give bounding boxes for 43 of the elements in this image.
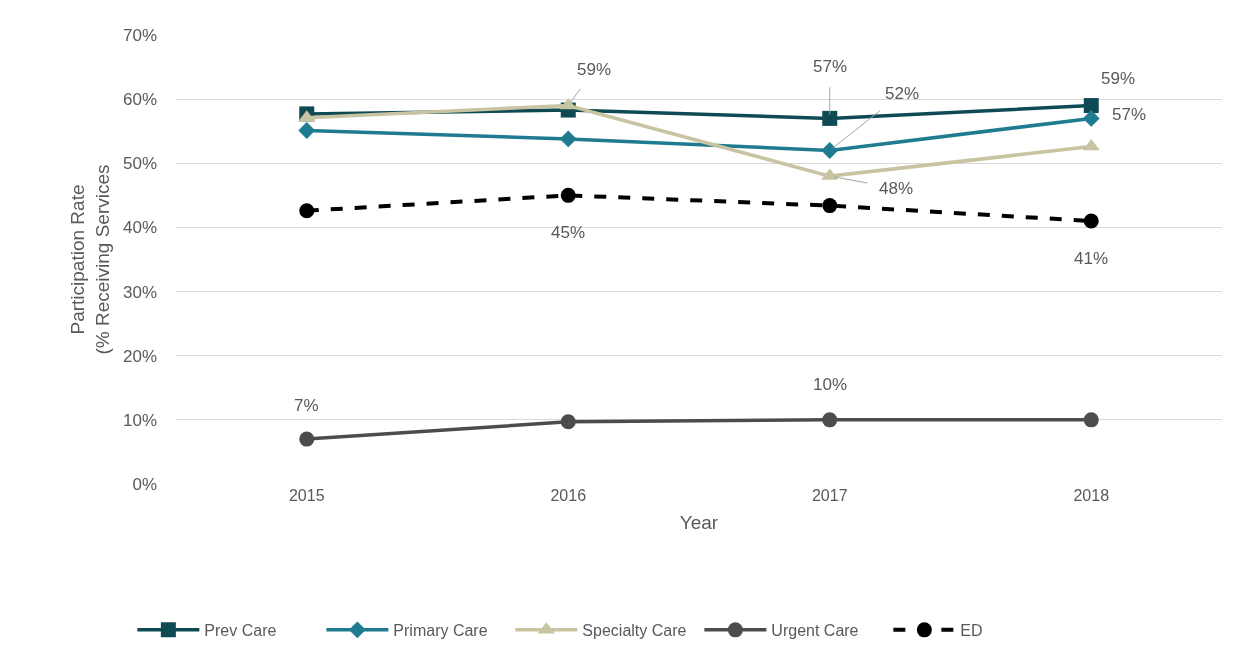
legend-label: Urgent Care (771, 622, 859, 640)
data-label: 45% (551, 223, 586, 242)
data-label: 10% (813, 375, 848, 394)
point (299, 431, 315, 447)
x-axis-title: Year (679, 511, 719, 533)
x-tick-label: 2016 (550, 487, 587, 504)
point (1083, 412, 1099, 428)
x-tick-label: 2017 (811, 487, 848, 504)
point (560, 187, 576, 203)
data-label: 7% (294, 396, 319, 415)
y-tick-label: 0% (132, 474, 157, 494)
data-label: 48% (879, 179, 914, 198)
y-tick-label: 20% (122, 346, 157, 366)
point (1082, 109, 1100, 127)
data-label: 57% (813, 57, 848, 76)
data-label: 41% (1074, 249, 1109, 268)
point (822, 110, 838, 126)
point (560, 414, 576, 430)
data-label: 59% (577, 60, 612, 79)
point (298, 122, 316, 140)
data-label: 57% (1112, 105, 1147, 124)
point (559, 130, 577, 148)
y-axis-title: Participation Rate (% Receiving Services (67, 164, 113, 355)
point (822, 412, 838, 428)
point (299, 203, 315, 219)
y-tick-label: 60% (122, 90, 157, 110)
y-tick-label: 30% (122, 282, 157, 302)
x-tick-label: 2018 (1073, 487, 1110, 504)
legend-label: Primary Care (393, 622, 488, 640)
point (1083, 213, 1099, 229)
legend-label: Prev Care (204, 622, 277, 640)
y-tick-label: 10% (122, 410, 157, 430)
point (1083, 98, 1099, 114)
y-tick-label: 40% (122, 218, 157, 238)
legend-label: ED (960, 622, 983, 640)
legend-label: Specialty Care (582, 622, 687, 640)
data-label: 59% (1101, 69, 1136, 88)
y-tick-label: 50% (122, 154, 157, 174)
point (822, 198, 838, 214)
point (821, 142, 839, 159)
y-tick-label: 70% (122, 25, 157, 45)
data-label: 52% (885, 84, 920, 103)
x-tick-label: 2015 (288, 487, 325, 504)
